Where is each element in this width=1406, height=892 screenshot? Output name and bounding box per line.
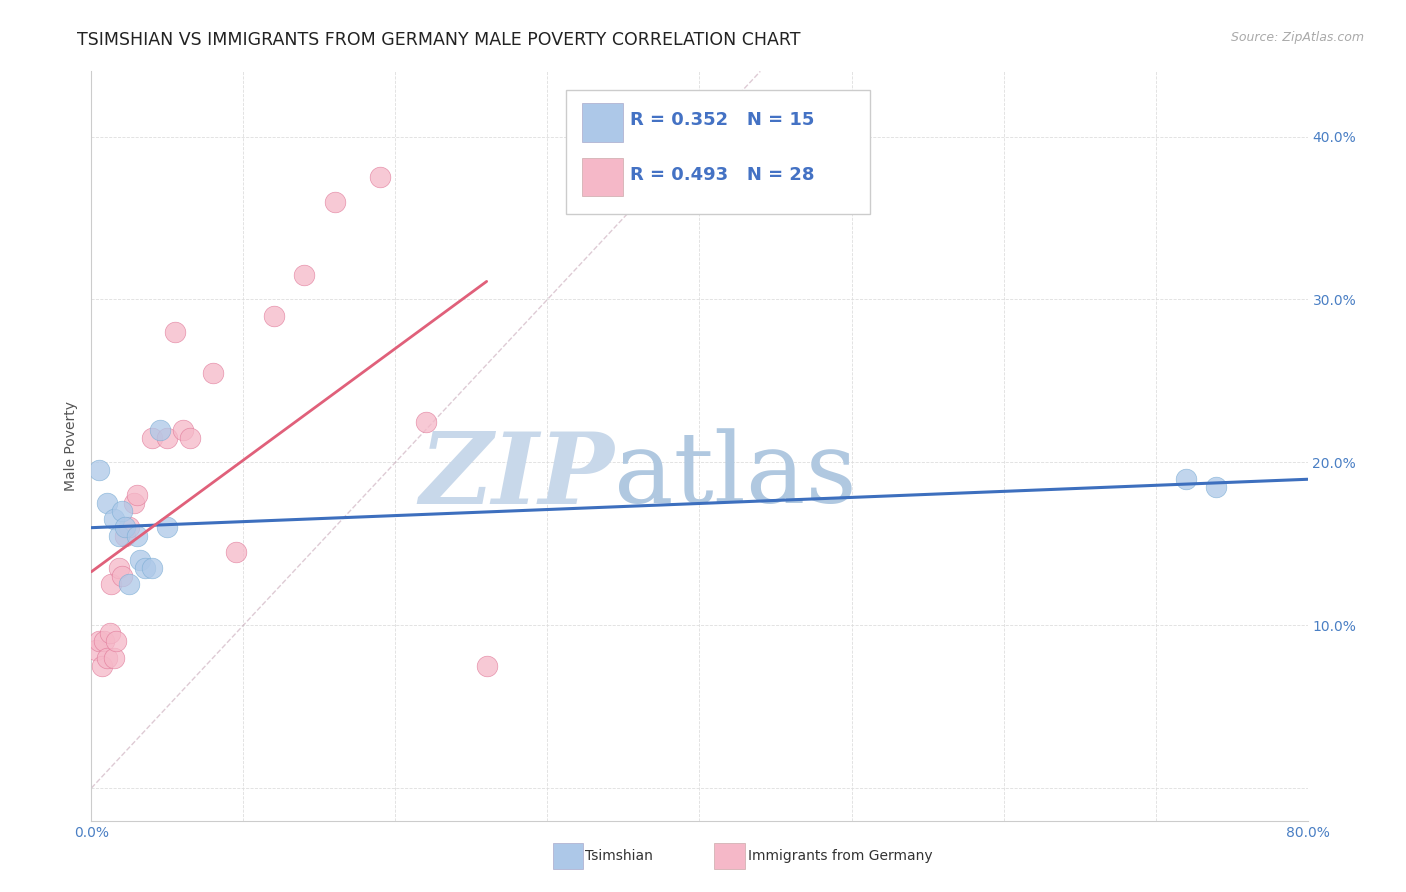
Point xyxy=(111,504,134,518)
FancyBboxPatch shape xyxy=(582,158,623,196)
Text: Source: ZipAtlas.com: Source: ZipAtlas.com xyxy=(1230,31,1364,45)
Text: Immigrants from Germany: Immigrants from Germany xyxy=(748,849,932,863)
Point xyxy=(93,634,115,648)
Point xyxy=(91,659,114,673)
Point xyxy=(111,569,134,583)
Point xyxy=(141,431,163,445)
Text: R = 0.352   N = 15: R = 0.352 N = 15 xyxy=(630,112,814,129)
Point xyxy=(118,520,141,534)
Point xyxy=(87,634,110,648)
Point xyxy=(107,561,129,575)
Point xyxy=(163,325,186,339)
Point xyxy=(104,634,127,648)
Point xyxy=(149,423,172,437)
Point xyxy=(84,642,107,657)
Point xyxy=(179,431,201,445)
Point xyxy=(103,650,125,665)
Point xyxy=(1205,480,1227,494)
FancyBboxPatch shape xyxy=(565,90,870,214)
Text: TSIMSHIAN VS IMMIGRANTS FROM GERMANY MALE POVERTY CORRELATION CHART: TSIMSHIAN VS IMMIGRANTS FROM GERMANY MAL… xyxy=(77,31,801,49)
Point xyxy=(323,194,346,209)
Point xyxy=(263,309,285,323)
Point xyxy=(415,415,437,429)
Point xyxy=(1174,472,1197,486)
Y-axis label: Male Poverty: Male Poverty xyxy=(65,401,79,491)
Point xyxy=(156,431,179,445)
Text: ZIP: ZIP xyxy=(419,428,614,524)
Point xyxy=(114,528,136,542)
Point xyxy=(100,577,122,591)
Point xyxy=(134,561,156,575)
Point xyxy=(114,520,136,534)
Point xyxy=(475,659,498,673)
Point xyxy=(96,650,118,665)
Point xyxy=(156,520,179,534)
Point xyxy=(172,423,194,437)
Point xyxy=(292,268,315,282)
Point xyxy=(125,528,148,542)
Point xyxy=(129,553,152,567)
Point xyxy=(107,528,129,542)
Point xyxy=(87,463,110,477)
Point xyxy=(98,626,121,640)
FancyBboxPatch shape xyxy=(582,103,623,142)
Point xyxy=(225,545,247,559)
Text: Tsimshian: Tsimshian xyxy=(585,849,652,863)
Point xyxy=(125,488,148,502)
Point xyxy=(103,512,125,526)
Text: atlas: atlas xyxy=(614,428,858,524)
Point xyxy=(96,496,118,510)
Point xyxy=(122,496,145,510)
Point xyxy=(202,366,225,380)
Point xyxy=(368,170,391,185)
Point xyxy=(141,561,163,575)
Text: R = 0.493   N = 28: R = 0.493 N = 28 xyxy=(630,166,814,184)
Point xyxy=(118,577,141,591)
